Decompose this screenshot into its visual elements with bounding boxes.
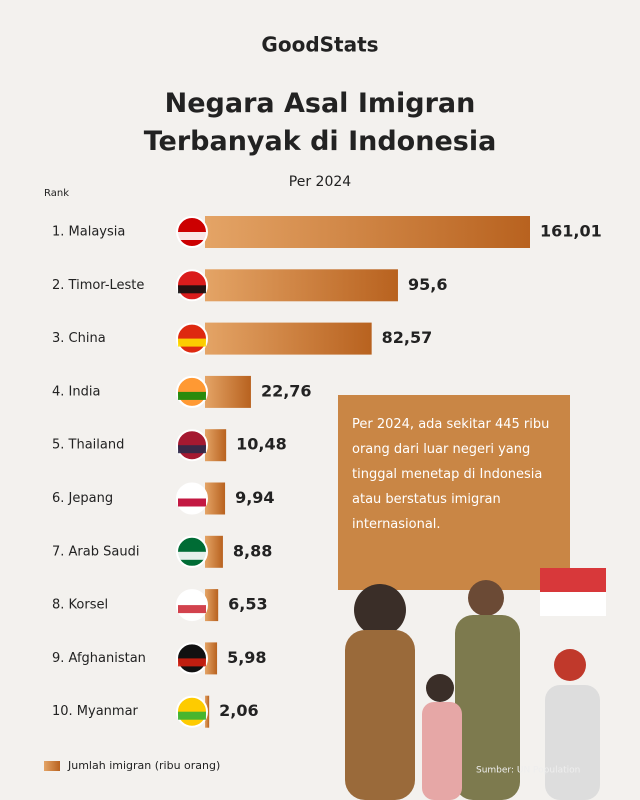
value-label: 6,53 [228,595,267,614]
bar [205,589,219,622]
category-label: 1. Malaysia [52,225,125,240]
flag-detail [178,498,206,507]
chart-title: Negara Asal Imigran Terbanyak di Indones… [143,88,497,157]
annotation: Per 2024, ada sekitar 445 ribu orang dar… [352,417,550,532]
value-label: 161,01 [540,222,602,241]
flag-detail [178,658,206,667]
category-label: 4. India [52,384,100,399]
category-label: 7. Arab Saudi [52,544,139,559]
brand: GoodStats [261,33,378,57]
value-label: 2,06 [219,701,258,720]
flag-detail [178,445,206,454]
category-label: 5. Thailand [52,438,124,453]
bar [205,216,530,248]
category-label: 8. Korsel [52,598,108,613]
bar [205,535,223,568]
flag-detail [178,338,206,347]
value-label: 9,94 [235,488,274,507]
value-label: 22,76 [261,381,312,400]
value-label: 95,6 [408,275,447,294]
people-photo [345,568,606,800]
category-label: 3. China [52,331,106,346]
category-label: 2. Timor-Leste [52,278,144,293]
flag-detail [178,711,206,720]
category-label: 9. Afghanistan [52,651,146,666]
bar [205,482,226,515]
flag-detail [178,551,206,560]
flag-detail [178,605,206,614]
source: Sumber: UN Population [476,766,580,776]
flag-detail [178,391,206,400]
value-label: 10,48 [236,435,287,454]
legend-text: Jumlah imigran (ribu orang) [67,759,220,772]
value-label: 5,98 [227,648,266,667]
category-label: 10. Myanmar [52,704,139,719]
value-label: 8,88 [233,541,272,560]
bar [205,269,398,302]
rank-label: Rank [44,188,69,199]
bar [205,375,251,408]
bar [205,642,218,675]
bar [205,322,372,355]
value-label: 82,57 [382,328,433,347]
bar [205,429,227,462]
category-label: 6. Jepang [52,491,113,506]
flag-detail [178,285,206,294]
legend-swatch [44,761,60,771]
flag-detail [178,232,206,240]
subtitle: Per 2024 [289,174,351,190]
annotation-box [338,395,570,590]
